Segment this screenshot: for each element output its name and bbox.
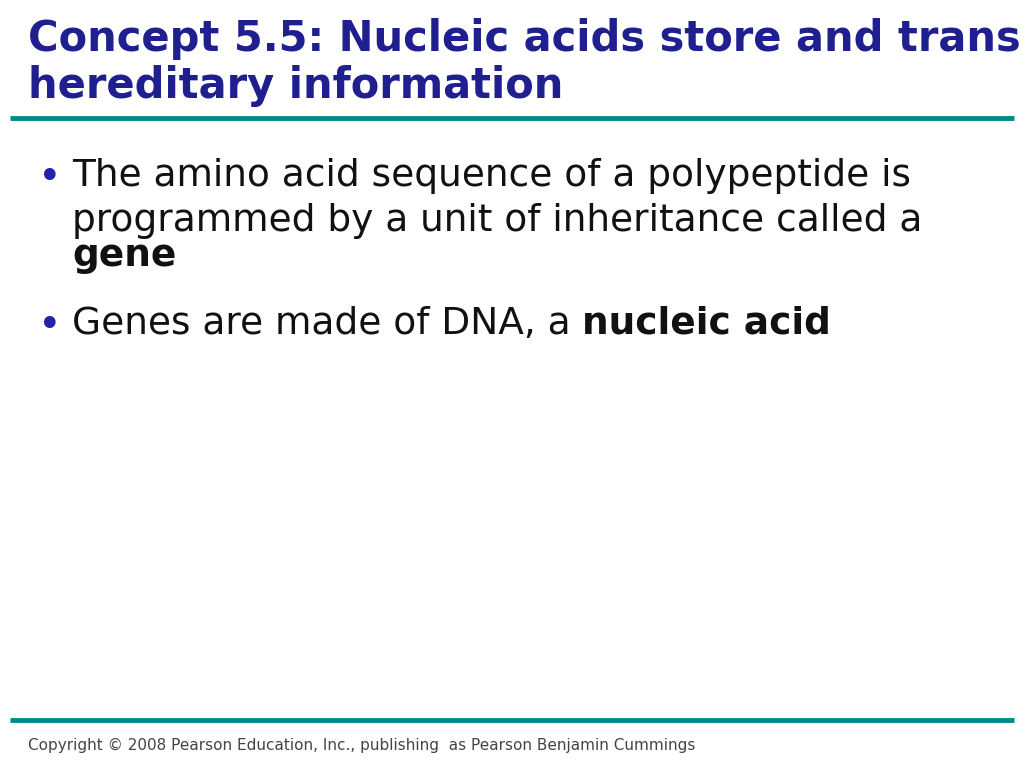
Text: gene: gene [72,238,176,274]
Text: •: • [38,158,61,198]
Text: nucleic acid: nucleic acid [583,306,831,342]
Text: •: • [38,306,61,346]
Text: Copyright © 2008 Pearson Education, Inc., publishing  as Pearson Benjamin Cummin: Copyright © 2008 Pearson Education, Inc.… [28,738,695,753]
Text: Concept 5.5: Nucleic acids store and transmit
hereditary information: Concept 5.5: Nucleic acids store and tra… [28,18,1024,107]
Text: Genes are made of DNA, a: Genes are made of DNA, a [72,306,583,342]
Text: The amino acid sequence of a polypeptide is
programmed by a unit of inheritance : The amino acid sequence of a polypeptide… [72,158,923,239]
